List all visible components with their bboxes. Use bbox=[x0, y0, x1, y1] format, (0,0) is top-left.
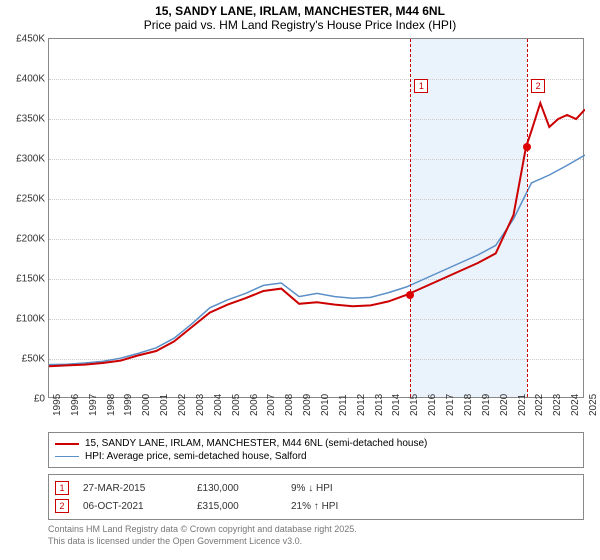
sale-row-marker: 1 bbox=[55, 481, 69, 495]
sale-row: 2 06-OCT-2021 £315,000 21% ↑ HPI bbox=[55, 497, 577, 515]
x-axis-label: 2013 bbox=[374, 394, 385, 416]
legend-box: 15, SANDY LANE, IRLAM, MANCHESTER, M44 6… bbox=[48, 432, 584, 468]
sale-row-marker: 2 bbox=[55, 499, 69, 513]
y-axis-label: £150K bbox=[3, 274, 45, 285]
x-axis-label: 2018 bbox=[463, 394, 474, 416]
chart-title-block: 15, SANDY LANE, IRLAM, MANCHESTER, M44 6… bbox=[0, 0, 600, 34]
x-axis-label: 2001 bbox=[159, 394, 170, 416]
sale-row-delta: 9% ↓ HPI bbox=[291, 483, 333, 494]
x-axis-label: 2009 bbox=[302, 394, 313, 416]
x-axis-label: 2021 bbox=[517, 394, 528, 416]
y-axis-label: £100K bbox=[3, 314, 45, 325]
series-price_paid bbox=[49, 103, 585, 366]
x-axis-label: 2012 bbox=[356, 394, 367, 416]
sale-marker-badge: 1 bbox=[414, 79, 428, 93]
x-axis-label: 2005 bbox=[231, 394, 242, 416]
attrib-line2: This data is licensed under the Open Gov… bbox=[48, 536, 584, 548]
series-hpi bbox=[49, 155, 585, 365]
y-axis-label: £50K bbox=[3, 354, 45, 365]
x-axis-label: 2002 bbox=[177, 394, 188, 416]
sale-marker-badge: 2 bbox=[531, 79, 545, 93]
sale-marker-line bbox=[527, 39, 528, 397]
x-axis-label: 2015 bbox=[409, 394, 420, 416]
x-axis-label: 1997 bbox=[88, 394, 99, 416]
x-axis-label: 2011 bbox=[338, 394, 349, 416]
x-axis-label: 2020 bbox=[499, 394, 510, 416]
attribution: Contains HM Land Registry data © Crown c… bbox=[48, 524, 584, 547]
x-axis-label: 1999 bbox=[123, 394, 134, 416]
plot-area: £0£50K£100K£150K£200K£250K£300K£350K£400… bbox=[48, 38, 584, 398]
x-axis-label: 2017 bbox=[445, 394, 456, 416]
sale-marker-line bbox=[410, 39, 411, 397]
chart-area: £0£50K£100K£150K£200K£250K£300K£350K£400… bbox=[48, 38, 584, 398]
x-axis-label: 1996 bbox=[70, 394, 81, 416]
sales-box: 1 27-MAR-2015 £130,000 9% ↓ HPI 2 06-OCT-2021… bbox=[48, 474, 584, 520]
x-axis-label: 2003 bbox=[195, 394, 206, 416]
legend-label: 15, SANDY LANE, IRLAM, MANCHESTER, M44 6… bbox=[85, 438, 427, 449]
y-axis-label: £300K bbox=[3, 154, 45, 165]
sale-row-price: £315,000 bbox=[197, 501, 277, 512]
x-axis-label: 2024 bbox=[570, 394, 581, 416]
sale-marker-dot bbox=[523, 143, 531, 151]
x-axis-label: 2022 bbox=[534, 394, 545, 416]
sale-marker-dot bbox=[406, 291, 414, 299]
legend-label: HPI: Average price, semi-detached house,… bbox=[85, 451, 307, 462]
x-axis-label: 2008 bbox=[284, 394, 295, 416]
x-axis-label: 2010 bbox=[320, 394, 331, 416]
y-axis-label: £350K bbox=[3, 114, 45, 125]
x-axis-label: 2019 bbox=[481, 394, 492, 416]
legend-swatch bbox=[55, 456, 79, 457]
attrib-line1: Contains HM Land Registry data © Crown c… bbox=[48, 524, 584, 536]
x-axis-label: 2025 bbox=[588, 394, 599, 416]
x-axis-label: 2016 bbox=[427, 394, 438, 416]
y-axis-label: £450K bbox=[3, 34, 45, 45]
x-axis-label: 2014 bbox=[391, 394, 402, 416]
y-axis-label: £250K bbox=[3, 194, 45, 205]
y-axis-label: £200K bbox=[3, 234, 45, 245]
sale-row-price: £130,000 bbox=[197, 483, 277, 494]
y-axis-label: £0 bbox=[3, 394, 45, 405]
legend-swatch bbox=[55, 443, 79, 445]
x-axis-label: 1995 bbox=[52, 394, 63, 416]
x-axis-label: 1998 bbox=[106, 394, 117, 416]
sale-row: 1 27-MAR-2015 £130,000 9% ↓ HPI bbox=[55, 479, 577, 497]
chart-lines-svg bbox=[49, 39, 585, 399]
legend-row: 15, SANDY LANE, IRLAM, MANCHESTER, M44 6… bbox=[55, 437, 577, 450]
x-axis-label: 2007 bbox=[266, 394, 277, 416]
sale-row-date: 06-OCT-2021 bbox=[83, 501, 183, 512]
legend-row: HPI: Average price, semi-detached house,… bbox=[55, 450, 577, 463]
sale-row-date: 27-MAR-2015 bbox=[83, 483, 183, 494]
x-axis-label: 2006 bbox=[249, 394, 260, 416]
chart-title-sub: Price paid vs. HM Land Registry's House … bbox=[0, 18, 600, 32]
x-axis-label: 2000 bbox=[141, 394, 152, 416]
y-axis-label: £400K bbox=[3, 74, 45, 85]
x-axis-label: 2023 bbox=[552, 394, 563, 416]
chart-title-main: 15, SANDY LANE, IRLAM, MANCHESTER, M44 6… bbox=[0, 4, 600, 18]
sale-row-delta: 21% ↑ HPI bbox=[291, 501, 338, 512]
legend-area: 15, SANDY LANE, IRLAM, MANCHESTER, M44 6… bbox=[48, 432, 584, 547]
x-axis-label: 2004 bbox=[213, 394, 224, 416]
